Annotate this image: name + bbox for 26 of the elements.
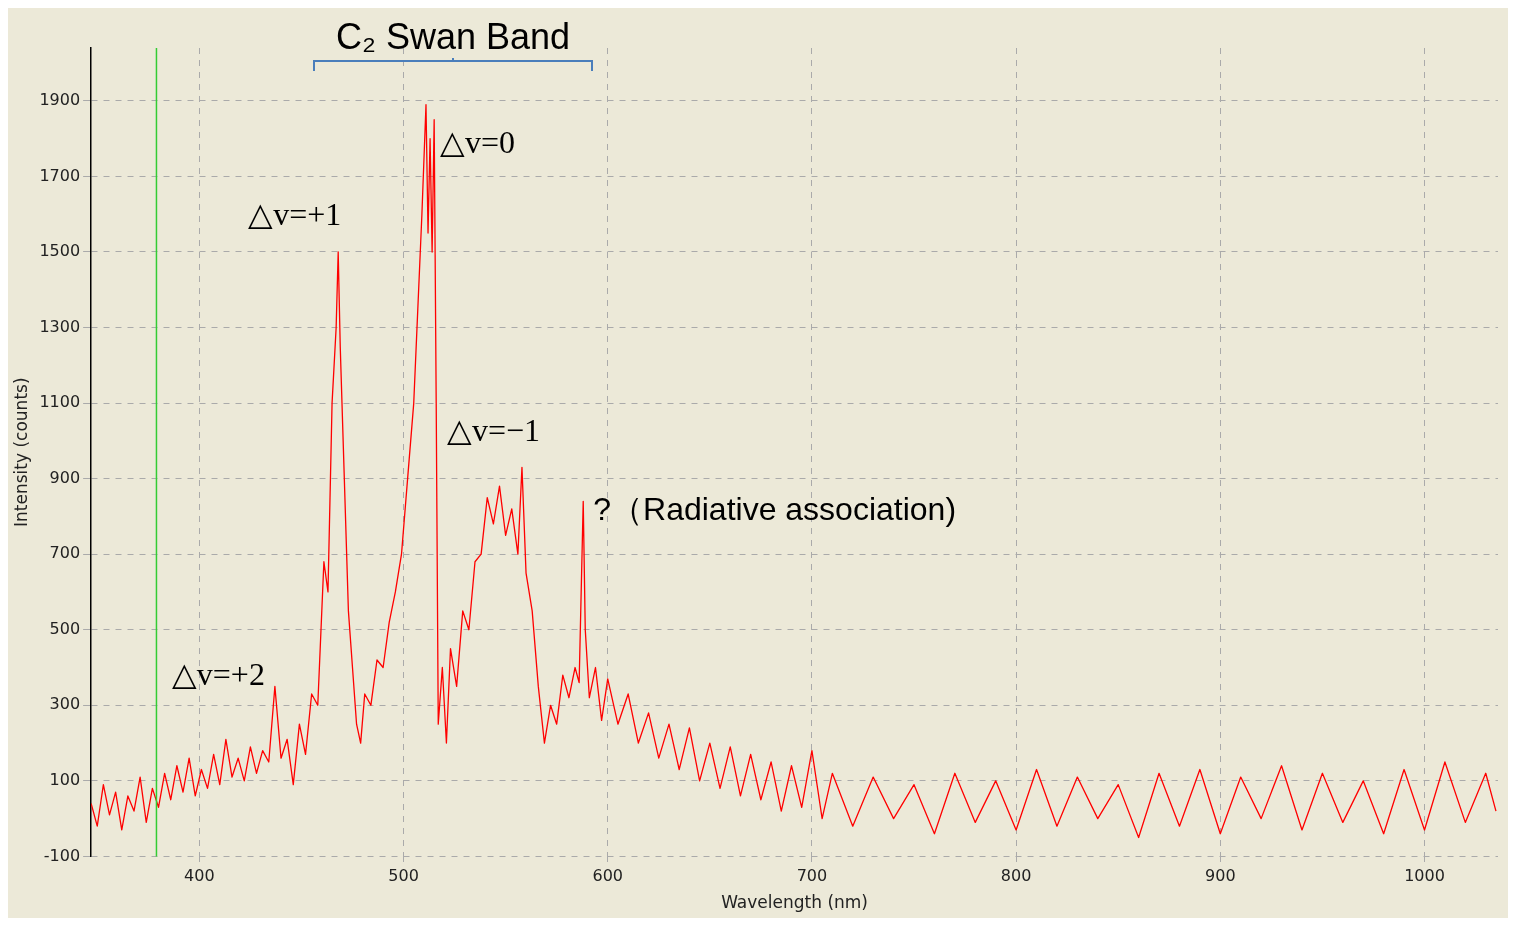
y-tick-label: 700 — [49, 543, 81, 563]
y-tick-label: 1100 — [39, 392, 81, 412]
y-tick-label: 1900 — [39, 90, 81, 110]
annotation: △v=+2 — [171, 655, 265, 692]
x-tick-label: 1000 — [1404, 866, 1445, 886]
x-tick-label: 400 — [184, 866, 215, 886]
x-tick-label: 500 — [388, 866, 419, 886]
y-tick-label: 1700 — [39, 165, 81, 185]
x-tick-label: 800 — [1000, 866, 1032, 886]
annotation: △v=+1 — [248, 196, 342, 233]
x-tick-label: 600 — [592, 866, 623, 886]
y-tick-label: 100 — [49, 770, 81, 789]
annotation: △v=0 — [440, 124, 516, 161]
y-tick-label: 900 — [49, 467, 81, 487]
y-tick-label: 1500 — [39, 241, 81, 261]
annotation: C₂ Swan Band — [334, 16, 572, 58]
x-tick-label: 900 — [1205, 866, 1236, 886]
annotation: ?（Radiative association) — [593, 491, 957, 528]
y-axis-title: Intensity (counts) — [10, 377, 31, 527]
y-tick-label: 500 — [49, 618, 81, 638]
y-tick-label: 1300 — [39, 316, 81, 336]
x-axis-title: Wavelength (nm) — [721, 892, 868, 913]
annotation: △v=−1 — [446, 411, 541, 448]
x-tick-label: 700 — [796, 866, 828, 886]
y-tick-label: 300 — [49, 694, 81, 714]
y-tick-label: -100 — [43, 845, 81, 865]
